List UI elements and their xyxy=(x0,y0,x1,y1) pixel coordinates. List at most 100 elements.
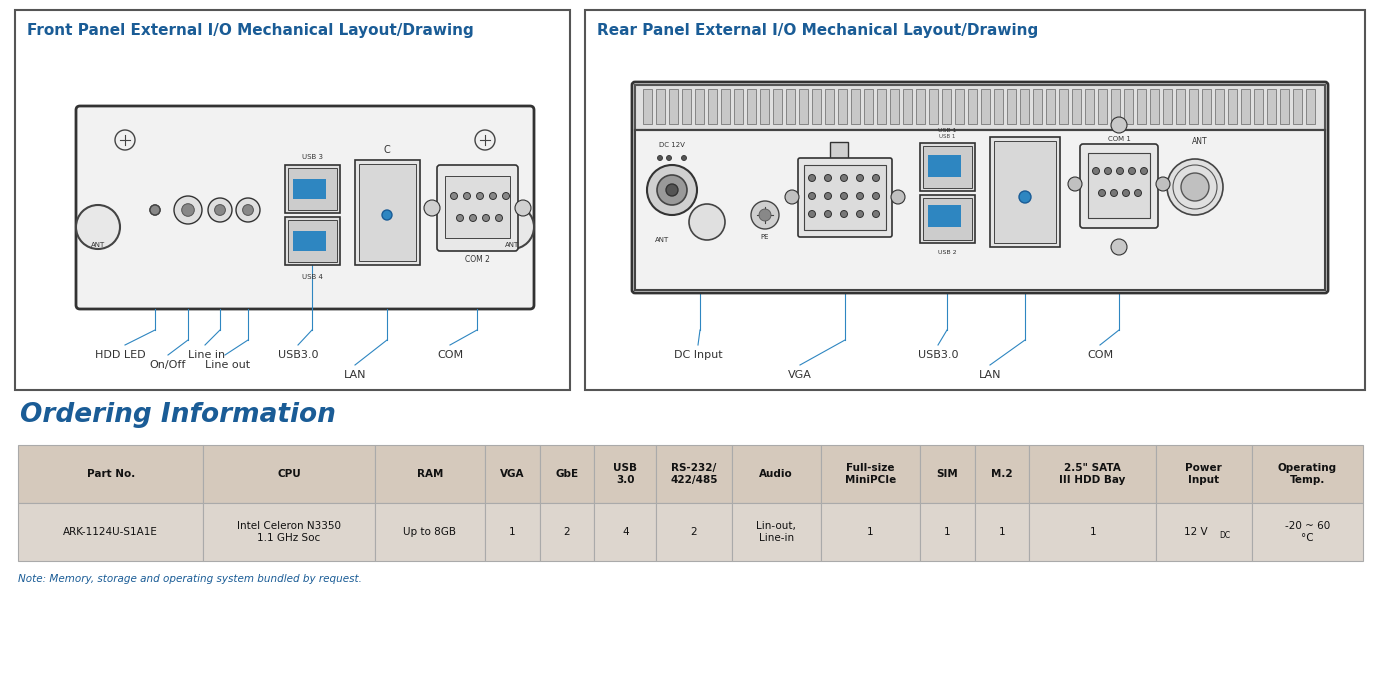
Bar xyxy=(360,164,416,261)
Circle shape xyxy=(208,198,232,222)
Text: -20 ~ 60
°C: -20 ~ 60 °C xyxy=(1284,521,1330,543)
Bar xyxy=(919,503,974,561)
Bar xyxy=(761,89,769,124)
Bar xyxy=(540,503,594,561)
Bar xyxy=(1156,445,1251,503)
Text: USB
3.0: USB 3.0 xyxy=(613,463,637,485)
Circle shape xyxy=(648,165,697,215)
Bar xyxy=(294,179,327,199)
Circle shape xyxy=(1134,189,1141,197)
Bar xyxy=(285,165,340,213)
Bar xyxy=(288,220,338,262)
Text: DC 12V: DC 12V xyxy=(659,142,685,148)
Circle shape xyxy=(751,201,779,229)
Bar xyxy=(656,89,666,124)
Circle shape xyxy=(76,205,120,249)
Bar xyxy=(1098,89,1107,124)
Bar xyxy=(1163,89,1173,124)
Circle shape xyxy=(872,210,879,218)
Bar xyxy=(994,141,1056,243)
Bar xyxy=(1251,445,1363,503)
Text: Line out: Line out xyxy=(205,360,251,370)
Bar xyxy=(799,89,808,124)
Circle shape xyxy=(657,175,688,205)
Circle shape xyxy=(489,193,496,199)
Bar xyxy=(785,89,795,124)
Bar xyxy=(1251,503,1363,561)
Bar xyxy=(923,198,971,240)
Circle shape xyxy=(872,174,879,181)
Bar xyxy=(830,142,847,160)
Text: Front Panel External I/O Mechanical Layout/Drawing: Front Panel External I/O Mechanical Layo… xyxy=(28,22,474,37)
Text: 4: 4 xyxy=(621,527,628,537)
Bar xyxy=(852,89,860,124)
Bar xyxy=(747,89,757,124)
Text: 1: 1 xyxy=(944,527,951,537)
Text: Lin-out,
Line-in: Lin-out, Line-in xyxy=(757,521,796,543)
Bar xyxy=(923,146,971,188)
Bar xyxy=(927,155,960,177)
Circle shape xyxy=(1105,168,1112,174)
Text: On/Off: On/Off xyxy=(150,360,186,370)
Text: GbE: GbE xyxy=(555,469,579,479)
FancyBboxPatch shape xyxy=(437,165,518,251)
Circle shape xyxy=(1018,191,1031,203)
Text: ANT: ANT xyxy=(1192,137,1207,147)
Bar xyxy=(1137,89,1146,124)
Circle shape xyxy=(1167,159,1224,215)
Circle shape xyxy=(667,155,671,160)
Bar xyxy=(485,503,540,561)
Bar xyxy=(803,165,886,230)
Bar xyxy=(974,445,1029,503)
Text: SIM: SIM xyxy=(936,469,958,479)
Bar xyxy=(916,89,925,124)
Circle shape xyxy=(1111,117,1127,133)
Bar xyxy=(1020,89,1029,124)
Bar xyxy=(1306,89,1315,124)
Bar xyxy=(594,503,656,561)
Circle shape xyxy=(215,205,226,216)
Bar xyxy=(540,445,594,503)
Bar xyxy=(1111,89,1120,124)
Bar xyxy=(1007,89,1016,124)
FancyBboxPatch shape xyxy=(798,158,892,237)
Text: PE: PE xyxy=(761,234,769,240)
Circle shape xyxy=(1129,168,1135,174)
Bar xyxy=(708,89,717,124)
Circle shape xyxy=(515,200,531,216)
Bar xyxy=(668,89,678,124)
Circle shape xyxy=(666,184,678,196)
Bar xyxy=(967,89,977,124)
Bar xyxy=(821,503,919,561)
Circle shape xyxy=(1111,189,1118,197)
Circle shape xyxy=(1111,239,1127,255)
Circle shape xyxy=(174,196,203,224)
Text: LAN: LAN xyxy=(343,370,367,380)
Text: 1: 1 xyxy=(1090,527,1096,537)
Circle shape xyxy=(243,205,254,216)
Circle shape xyxy=(236,198,260,222)
Text: Ordering Information: Ordering Information xyxy=(21,402,336,428)
Circle shape xyxy=(1181,173,1209,201)
Text: ANT: ANT xyxy=(655,237,670,243)
Circle shape xyxy=(841,210,847,218)
Text: COM: COM xyxy=(1087,350,1113,360)
Circle shape xyxy=(477,193,484,199)
Bar xyxy=(919,445,974,503)
Bar xyxy=(1189,89,1197,124)
Bar xyxy=(15,10,570,390)
Bar xyxy=(656,503,732,561)
Bar xyxy=(445,176,510,238)
Bar xyxy=(1151,89,1159,124)
Bar xyxy=(18,445,204,503)
Circle shape xyxy=(150,205,160,215)
Circle shape xyxy=(657,155,663,160)
Text: USB 4: USB 4 xyxy=(302,274,322,280)
Bar xyxy=(294,231,327,251)
Text: USB 3: USB 3 xyxy=(302,154,322,160)
Bar xyxy=(18,503,204,561)
Bar xyxy=(1029,503,1156,561)
Bar xyxy=(1084,89,1094,124)
Bar xyxy=(1175,89,1185,124)
Bar xyxy=(1124,89,1133,124)
